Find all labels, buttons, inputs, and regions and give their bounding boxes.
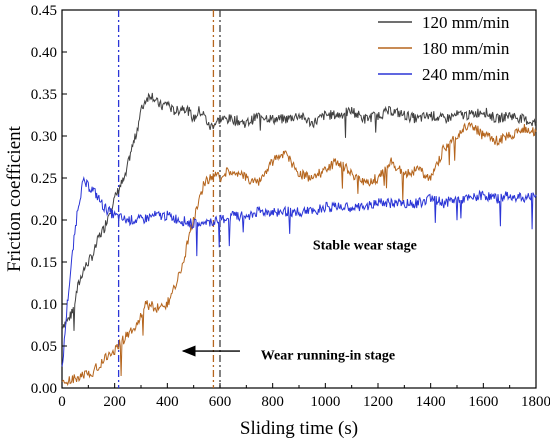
x-tick-label-5: 1000 xyxy=(310,394,340,410)
x-axis-ticks: 0 200 400 600 800 1000 1200 1400 1600 1800 xyxy=(58,383,550,410)
y-tick-label-2: 0.10 xyxy=(31,297,57,313)
x-tick-label-6: 1200 xyxy=(363,394,393,410)
y-tick-label-7: 0.35 xyxy=(31,87,57,103)
y-tick-label-9: 0.45 xyxy=(31,3,57,19)
x-tick-label-2: 400 xyxy=(156,394,179,410)
series-line-2 xyxy=(61,175,537,367)
y-tick-label-0: 0.00 xyxy=(31,381,57,397)
y-axis-title: Friction coefficient xyxy=(4,125,25,272)
y-tick-label-3: 0.15 xyxy=(31,255,57,271)
legend-label-1: 180 mm/min xyxy=(422,39,510,58)
series-group xyxy=(61,92,537,387)
annotations: Stable wear stage Wear running-in stage xyxy=(181,238,417,363)
x-tick-label-0: 0 xyxy=(58,394,66,410)
y-tick-label-6: 0.30 xyxy=(31,129,57,145)
y-tick-label-4: 0.20 xyxy=(31,213,57,229)
x-tick-label-8: 1600 xyxy=(468,394,498,410)
y-axis-ticks: 0.00 0.05 0.10 0.15 0.20 0.25 0.30 0.35 0.40 0.45 xyxy=(31,3,67,397)
x-axis-title: Sliding time (s) xyxy=(240,418,358,439)
legend-label-0: 120 mm/min xyxy=(422,13,510,32)
y-tick-label-1: 0.05 xyxy=(31,339,57,355)
series-line-0 xyxy=(61,92,537,331)
x-tick-label-4: 800 xyxy=(261,394,284,410)
series-line-1 xyxy=(61,121,537,387)
x-tick-label-9: 1800 xyxy=(521,394,550,410)
y-tick-label-5: 0.25 xyxy=(31,171,57,187)
reference-lines xyxy=(117,10,221,388)
x-tick-label-7: 1400 xyxy=(416,394,446,410)
legend-label-2: 240 mm/min xyxy=(422,65,510,84)
x-tick-label-3: 600 xyxy=(209,394,232,410)
y-tick-label-8: 0.40 xyxy=(31,45,57,61)
annotation-label-0: Stable wear stage xyxy=(313,238,417,253)
annotation-label-1: Wear running-in stage xyxy=(261,348,395,363)
legend: 120 mm/min 180 mm/min 240 mm/min xyxy=(378,13,510,84)
x-tick-label-1: 200 xyxy=(103,394,126,410)
